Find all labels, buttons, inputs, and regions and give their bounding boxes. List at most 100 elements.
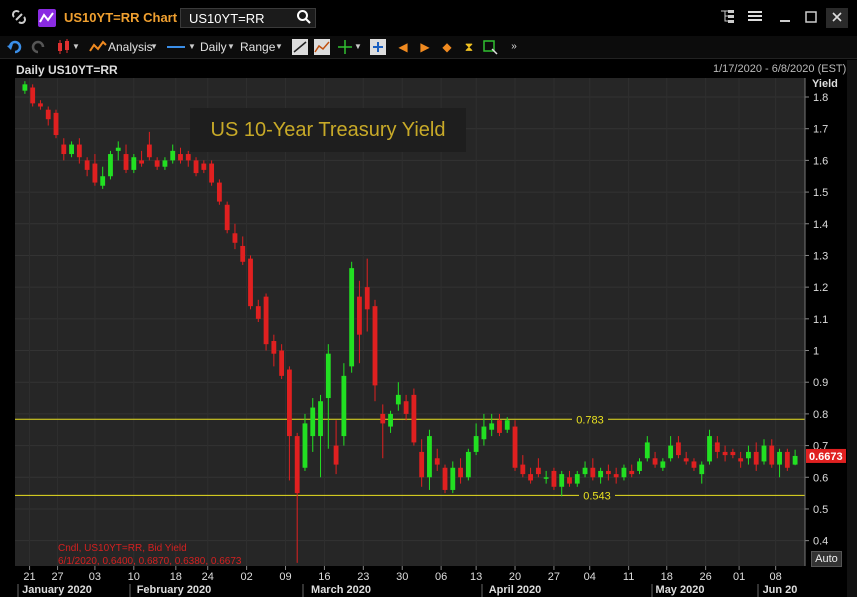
candle-body: [255, 306, 261, 319]
candle-body: [372, 306, 378, 386]
candle-body: [154, 160, 160, 167]
candle-body: [621, 467, 627, 478]
chevron-down-icon[interactable]: ▼: [188, 42, 196, 51]
scroll-left-icon[interactable]: ◀: [398, 40, 408, 54]
candle-body: [551, 470, 557, 487]
zoom-in-icon[interactable]: ◆: [442, 40, 452, 54]
candle-body: [380, 413, 386, 424]
candle-body: [691, 461, 697, 468]
chevron-down-icon[interactable]: ▼: [354, 42, 362, 51]
candle-body: [286, 369, 292, 437]
x-tick-label: 27: [51, 571, 63, 583]
candle-body: [100, 176, 106, 186]
x-tick-label: 18: [170, 571, 182, 583]
candle-body: [294, 436, 300, 494]
x-tick-label: 10: [128, 571, 140, 583]
reference-line-label: 0.543: [583, 490, 611, 502]
minimize-button[interactable]: [774, 8, 796, 28]
y-tick-label: 0.4: [813, 536, 828, 548]
y-tick-label: 1.5: [813, 187, 828, 199]
scroll-right-icon[interactable]: ▶: [420, 40, 430, 54]
crosshair-icon[interactable]: [337, 39, 353, 55]
x-tick-label: 26: [700, 571, 712, 583]
vertical-scrollbar[interactable]: [847, 60, 857, 597]
analysis-menu[interactable]: Analysis: [108, 40, 153, 54]
hierarchy-icon[interactable]: [716, 8, 738, 28]
y-tick-label: 0.5: [813, 504, 828, 516]
chart-instrument-label: Daily US10YT=RR: [16, 63, 118, 77]
reference-label-bg: [572, 412, 608, 426]
add-study-icon[interactable]: [370, 39, 386, 55]
candle-body: [458, 467, 463, 478]
x-tick-label: 30: [396, 571, 408, 583]
plot-area[interactable]: [15, 78, 805, 566]
candle-body: [395, 394, 401, 405]
candle-body: [497, 420, 502, 433]
pattern-icon[interactable]: [314, 39, 330, 55]
candle-body: [730, 451, 736, 456]
analysis-icon[interactable]: [89, 39, 107, 55]
undo-icon[interactable]: [7, 39, 23, 55]
candle-body: [559, 474, 565, 487]
trendline-icon[interactable]: [292, 39, 308, 55]
x-tick-label: 27: [548, 571, 560, 583]
candle-body: [465, 451, 471, 478]
candle-body: [489, 423, 495, 430]
menu-icon[interactable]: [744, 8, 766, 28]
x-tick-label: 04: [584, 571, 596, 583]
candle-body: [201, 163, 207, 170]
line-style-icon[interactable]: [166, 39, 186, 55]
candle-body: [123, 154, 129, 170]
title-bar: US10YT=RR Chart US10YT=RR: [0, 0, 857, 36]
range-dropdown[interactable]: Range: [240, 40, 276, 54]
interval-dropdown[interactable]: Daily: [200, 40, 227, 54]
close-button[interactable]: [826, 8, 848, 28]
candle-body: [22, 84, 28, 91]
candle-body: [504, 420, 510, 430]
x-tick-label: 02: [240, 571, 252, 583]
candle-body: [185, 154, 191, 161]
zoom-out-icon[interactable]: ⧗: [464, 40, 474, 54]
candle-body: [668, 445, 674, 459]
x-month-label: Jun 20: [763, 584, 798, 596]
x-tick-label: 23: [357, 571, 369, 583]
more-icon[interactable]: »: [511, 41, 517, 52]
chevron-down-icon[interactable]: ▼: [275, 42, 283, 51]
candle-body: [45, 109, 51, 120]
chevron-down-icon[interactable]: ▼: [227, 42, 235, 51]
x-tick-label: 13: [470, 571, 482, 583]
x-month-label: March 2020: [311, 584, 371, 596]
candle-body: [333, 445, 339, 465]
candle-body: [53, 112, 59, 136]
candle-body: [240, 245, 246, 262]
candle-body: [644, 442, 650, 459]
reference-line-label: 0.783: [576, 414, 604, 426]
candle-body: [574, 474, 580, 484]
candle-body: [209, 163, 215, 183]
search-icon[interactable]: [296, 9, 314, 27]
chevron-down-icon[interactable]: ▼: [72, 42, 80, 51]
link-icon[interactable]: [10, 9, 28, 27]
ticker-input[interactable]: US10YT=RR: [180, 8, 316, 28]
candle-body: [598, 470, 604, 478]
y-tick-label: 1.4: [813, 219, 828, 231]
candle-body: [675, 442, 681, 456]
candle-body: [699, 464, 705, 475]
select-region-icon[interactable]: [482, 39, 498, 55]
candle-body: [567, 477, 572, 484]
x-month-label: May 2020: [656, 584, 705, 596]
maximize-button[interactable]: [800, 8, 822, 28]
chevron-down-icon[interactable]: ▼: [150, 42, 158, 51]
auto-scale-button[interactable]: Auto: [811, 551, 842, 567]
candle-body: [263, 296, 269, 345]
candle-body: [419, 451, 425, 478]
y-tick-label: 1.1: [813, 314, 828, 326]
redo-icon[interactable]: [30, 39, 46, 55]
chart-app-icon: [38, 9, 56, 27]
x-tick-label: 24: [202, 571, 214, 583]
chart-title: US 10-Year Treasury Yield: [190, 108, 466, 152]
candlestick-icon[interactable]: [56, 39, 72, 55]
x-tick-label: 01: [733, 571, 745, 583]
candle-body: [473, 436, 479, 452]
